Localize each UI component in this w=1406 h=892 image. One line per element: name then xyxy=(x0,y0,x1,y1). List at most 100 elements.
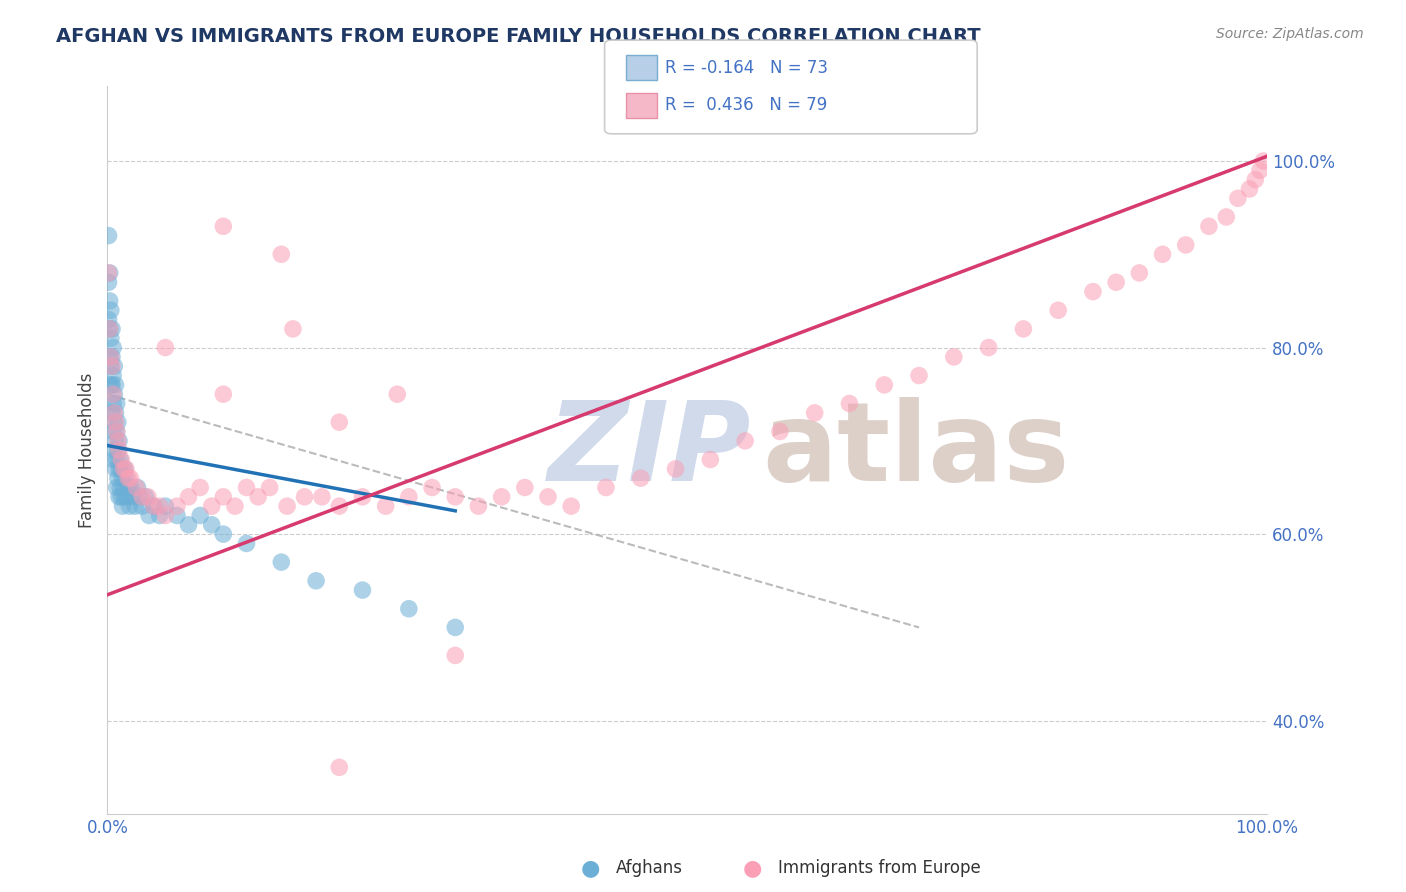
Point xyxy=(873,377,896,392)
Point xyxy=(166,508,188,523)
Point xyxy=(387,387,409,401)
Point xyxy=(311,490,333,504)
Point xyxy=(1128,266,1150,280)
Point xyxy=(212,490,235,504)
Point xyxy=(104,462,127,476)
Point xyxy=(110,490,132,504)
Point xyxy=(97,312,120,326)
Point xyxy=(1239,182,1261,196)
Point xyxy=(103,359,125,374)
Point xyxy=(120,471,142,485)
Point xyxy=(276,499,298,513)
Point xyxy=(444,490,467,504)
Point xyxy=(103,443,125,458)
Y-axis label: Family Households: Family Households xyxy=(79,373,96,528)
Point xyxy=(104,377,127,392)
Point xyxy=(212,387,235,401)
Point xyxy=(131,490,153,504)
Point xyxy=(491,490,513,504)
Point xyxy=(630,471,652,485)
Point xyxy=(110,462,132,476)
Point xyxy=(305,574,328,588)
Point xyxy=(104,434,127,448)
Point xyxy=(1174,238,1197,252)
Point xyxy=(117,481,139,495)
Point xyxy=(138,508,160,523)
Point xyxy=(101,406,124,420)
Point xyxy=(97,275,120,289)
Point xyxy=(224,499,246,513)
Point xyxy=(97,228,120,243)
Point xyxy=(103,387,125,401)
Point xyxy=(118,499,141,513)
Point xyxy=(112,462,135,476)
Point xyxy=(444,648,467,663)
Point xyxy=(125,481,148,495)
Point xyxy=(101,341,124,355)
Point xyxy=(294,490,316,504)
Point xyxy=(259,481,281,495)
Point xyxy=(444,620,467,634)
Point xyxy=(270,555,292,569)
Point xyxy=(110,452,132,467)
Point xyxy=(328,415,350,429)
Point xyxy=(148,499,170,513)
Point xyxy=(155,508,177,523)
Point xyxy=(1105,275,1128,289)
Point xyxy=(101,350,124,364)
Point xyxy=(1244,172,1267,186)
Point xyxy=(281,322,304,336)
Point xyxy=(1215,210,1237,224)
Point xyxy=(101,359,124,374)
Text: Source: ZipAtlas.com: Source: ZipAtlas.com xyxy=(1216,27,1364,41)
Point xyxy=(420,481,443,495)
Point xyxy=(100,377,122,392)
Point xyxy=(100,331,122,345)
Point xyxy=(1253,153,1275,168)
Point xyxy=(699,452,721,467)
Point xyxy=(247,490,270,504)
Point xyxy=(98,322,121,336)
Point xyxy=(115,462,138,476)
Point xyxy=(105,425,128,439)
Point xyxy=(1081,285,1104,299)
Point xyxy=(105,425,128,439)
Point xyxy=(98,350,121,364)
Point xyxy=(115,490,138,504)
Point xyxy=(977,341,1000,355)
Point xyxy=(117,471,139,485)
Point xyxy=(212,219,235,234)
Point xyxy=(838,396,860,410)
Point xyxy=(120,481,142,495)
Point xyxy=(803,406,825,420)
Point xyxy=(98,322,121,336)
Point xyxy=(148,508,170,523)
Point xyxy=(1226,191,1249,205)
Point xyxy=(734,434,756,448)
Point xyxy=(107,443,129,458)
Text: ●: ● xyxy=(742,858,762,878)
Point xyxy=(177,490,200,504)
Point xyxy=(105,452,128,467)
Point xyxy=(467,499,489,513)
Point xyxy=(142,499,165,513)
Point xyxy=(1012,322,1035,336)
Point xyxy=(398,490,420,504)
Text: ZIP: ZIP xyxy=(548,397,751,504)
Point xyxy=(142,499,165,513)
Point xyxy=(128,490,150,504)
Point xyxy=(1152,247,1174,261)
Point xyxy=(201,499,224,513)
Point xyxy=(135,490,157,504)
Point xyxy=(107,471,129,485)
Point xyxy=(108,490,131,504)
Point xyxy=(114,490,136,504)
Point xyxy=(111,499,134,513)
Point xyxy=(166,499,188,513)
Point xyxy=(513,481,536,495)
Point xyxy=(595,481,617,495)
Point xyxy=(328,760,350,774)
Point xyxy=(108,481,131,495)
Point xyxy=(100,350,122,364)
Point xyxy=(101,425,124,439)
